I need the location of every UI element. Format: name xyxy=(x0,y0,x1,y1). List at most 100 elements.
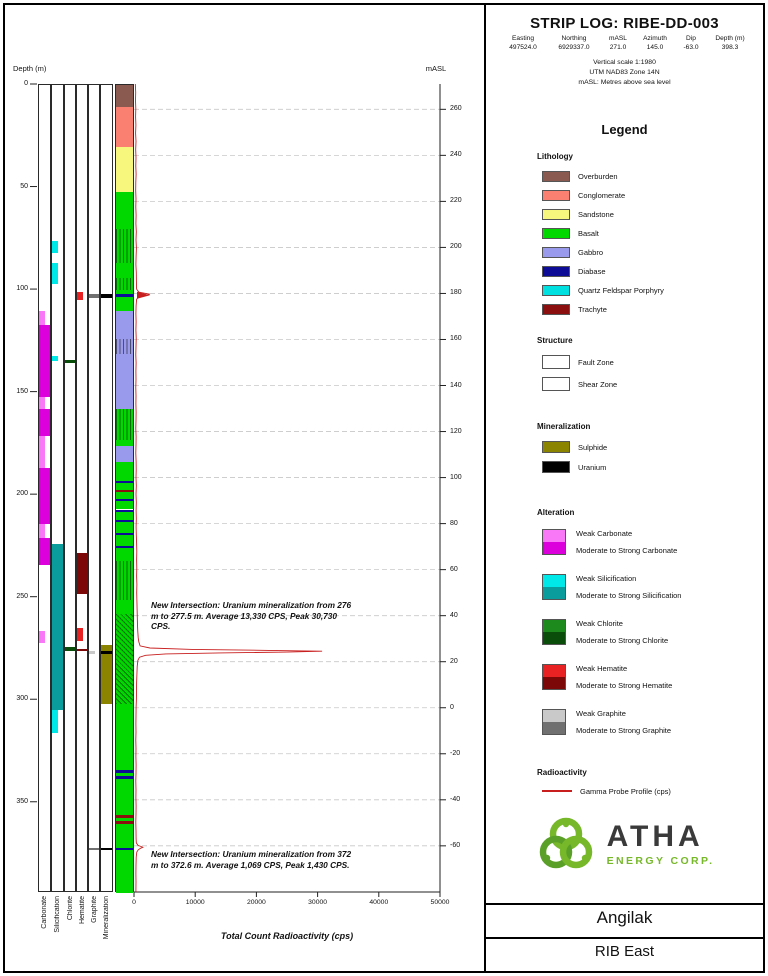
collar-field-label: mASL xyxy=(609,35,627,42)
masl-tick-label: 0 xyxy=(450,703,454,711)
weak-color-swatch xyxy=(543,620,565,632)
header-legend-panel: STRIP LOG: RIBE-DD-003 Easting Northing mA… xyxy=(486,5,763,971)
lithology-interval xyxy=(116,482,133,491)
lithology-interval xyxy=(116,106,133,147)
alteration-legend-item: Weak Graphite Moderate to Strong Graphite xyxy=(542,709,681,735)
chlorite-interval xyxy=(65,359,75,363)
lithology-interval xyxy=(116,85,133,107)
collar-field-label: Depth (m) xyxy=(715,35,745,42)
structure-legend: Fault Zone Shear Zone xyxy=(542,351,617,395)
mineralization-label: Uranium xyxy=(578,462,607,472)
masl-tick-label: -20 xyxy=(450,749,461,757)
alteration-color-chip xyxy=(542,529,566,555)
weak-alteration-label: Weak Carbonate xyxy=(576,529,633,538)
weak-alteration-label: Weak Silicification xyxy=(576,574,637,583)
hematite-interval xyxy=(77,292,83,301)
lithology-legend-item: Sandstone xyxy=(542,205,664,224)
lithology-label: Trachyte xyxy=(578,305,607,314)
hematite-interval xyxy=(77,648,87,651)
mineralization-legend: Sulphide Uranium xyxy=(542,437,607,477)
cps-tick-label: 10000 xyxy=(185,899,205,906)
lithology-interval xyxy=(116,263,133,278)
depth-tick-label: 0 xyxy=(24,80,28,87)
silicification-interval xyxy=(52,544,63,711)
lithology-label: Quartz Feldspar Porphyry xyxy=(578,286,664,295)
alteration-labels: Weak Graphite Moderate to Strong Graphite xyxy=(576,709,671,735)
mineralization-interval xyxy=(101,294,112,299)
gamma-spike-arrow xyxy=(137,291,150,299)
lithology-interval xyxy=(116,462,133,481)
collar-field-label: Northing xyxy=(561,35,587,42)
alteration-color-chip xyxy=(542,574,566,600)
masl-tick-label: 120 xyxy=(450,427,462,435)
lithology-interval xyxy=(116,533,133,536)
logo-subtitle: ENERGY CORP. xyxy=(606,854,715,867)
gamma-line-swatch xyxy=(542,790,572,792)
structure-legend-item: Shear Zone xyxy=(542,373,617,395)
lithology-interval xyxy=(116,773,133,777)
fault-zone-overlay xyxy=(116,228,133,264)
lithology-label: Gabbro xyxy=(578,248,604,257)
lithology-legend-item: Conglomerate xyxy=(542,186,664,205)
carbonate-interval xyxy=(39,523,46,539)
footer-divider-top xyxy=(486,903,763,905)
alteration-legend: Weak Carbonate Moderate to Strong Carbona… xyxy=(542,529,681,754)
cps-tick-label: 0 xyxy=(132,899,136,906)
lithology-label: Conglomerate xyxy=(578,191,626,200)
log-plot-canvas xyxy=(30,83,446,897)
lithology-interval xyxy=(116,821,133,825)
weak-color-swatch xyxy=(543,710,565,722)
lithology-interval xyxy=(116,297,133,311)
chlorite-interval xyxy=(65,646,75,651)
lithology-interval xyxy=(116,290,133,295)
masl-tick-label: -40 xyxy=(450,795,461,803)
collar-field-value: 398.3 xyxy=(721,44,739,51)
collar-field-value: 497524.0 xyxy=(509,44,537,51)
footer-divider-mid xyxy=(486,937,763,939)
alteration-color-chip xyxy=(542,619,566,645)
carbonate-interval xyxy=(39,396,46,409)
collar-field-label: Dip xyxy=(686,35,696,42)
silicification-interval xyxy=(52,710,59,734)
scale-note: mASL: Metres above sea level xyxy=(578,79,671,86)
carbonate-interval xyxy=(39,324,50,397)
lithology-interval xyxy=(116,776,133,780)
carbonate-interval xyxy=(39,310,46,325)
alteration-color-chip xyxy=(542,664,566,690)
logo-name: ATHA xyxy=(606,819,704,853)
masl-tick-label: 140 xyxy=(450,381,462,389)
radioactivity-label: Gamma Probe Profile (cps) xyxy=(580,786,671,796)
lithology-label: Overburden xyxy=(578,172,618,181)
lithology-interval xyxy=(116,492,133,500)
alteration-legend-item: Weak Chlorite Moderate to Strong Chlorite xyxy=(542,619,681,645)
lithology-interval xyxy=(116,546,133,549)
alteration-heading: Alteration xyxy=(537,508,575,517)
radioactivity-legend: Gamma Probe Profile (cps) xyxy=(542,784,671,798)
carbonate-interval xyxy=(39,435,46,469)
lithology-color-chip xyxy=(542,209,570,220)
weak-alteration-label: Weak Graphite xyxy=(576,709,626,718)
lithology-legend-item: Gabbro xyxy=(542,243,664,262)
logo-text: ATHA ENERGY CORP. xyxy=(606,819,715,867)
alteration-labels: Weak Carbonate Moderate to Strong Carbona… xyxy=(576,529,677,555)
lithology-interval xyxy=(116,445,133,463)
lithology-color-chip xyxy=(542,190,570,201)
masl-tick-label: 160 xyxy=(450,335,462,343)
strip-log-chart: Depth (m) mASL Total Count Radioactivity… xyxy=(13,64,462,941)
lithology-label: Sandstone xyxy=(578,210,614,219)
sheet-title: STRIP LOG: RIBE-DD-003 xyxy=(530,15,719,32)
lithology-interval xyxy=(116,480,133,483)
carbonate-interval xyxy=(39,630,46,643)
strong-alteration-label: Moderate to Strong Carbonate xyxy=(576,546,678,555)
intersection-annotation: New Intersection: Uranium mineralization… xyxy=(151,849,352,870)
gamma-probe-profile xyxy=(134,83,323,893)
hematite-interval xyxy=(77,552,87,594)
silicification-interval xyxy=(52,263,59,284)
scale-notes: Vertical scale 1:1980 UTM NAD83 Zone 14N m… xyxy=(486,58,763,88)
lithology-interval xyxy=(116,499,133,502)
masl-tick-label: 220 xyxy=(450,197,462,205)
carbonate-interval xyxy=(39,409,50,436)
carbonate-interval xyxy=(39,538,50,565)
lithology-label: Basalt xyxy=(578,229,599,238)
mineralization-legend-item: Sulphide xyxy=(542,437,607,457)
